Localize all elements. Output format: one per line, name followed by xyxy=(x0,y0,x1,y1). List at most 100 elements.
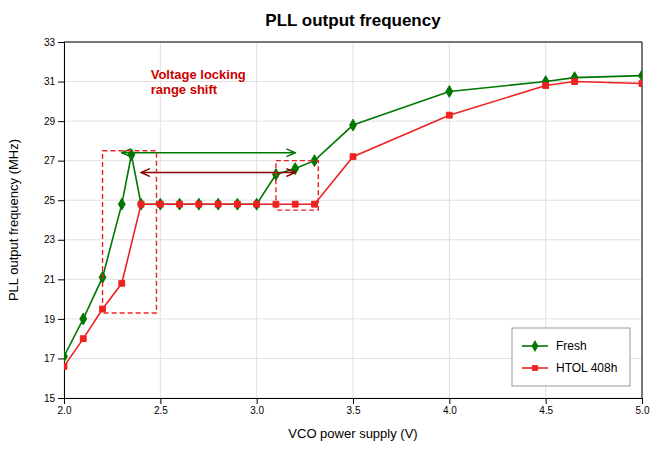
tick-mark xyxy=(58,42,64,43)
grid xyxy=(64,42,642,398)
tick-label: 25 xyxy=(44,195,56,206)
annotation: Voltage lockingrange shift xyxy=(151,67,246,98)
tick: 4.0 xyxy=(443,398,457,416)
tick: 17 xyxy=(44,353,64,364)
axis-line xyxy=(58,43,65,399)
highlight-box xyxy=(276,161,318,210)
point xyxy=(571,72,578,84)
tick-label: 15 xyxy=(44,393,56,404)
tick: 3.0 xyxy=(250,398,264,416)
grid-line xyxy=(64,200,642,201)
axis-line xyxy=(65,399,643,405)
tick-label: 33 xyxy=(44,37,56,48)
plot: 2.0 2.5 3.0 3.5 4.0 4.5 5.0 15 17 19 21 23 25 27 29 31 3… xyxy=(44,37,650,416)
tick-mark xyxy=(257,398,258,404)
tick-mark xyxy=(58,82,64,83)
point xyxy=(639,81,642,87)
tick-label: 2.5 xyxy=(154,405,168,416)
tick: 19 xyxy=(44,314,64,325)
grid-line xyxy=(64,160,642,161)
point xyxy=(572,79,578,85)
point xyxy=(446,86,453,98)
tick: 25 xyxy=(44,195,64,206)
tick: 3.5 xyxy=(347,398,361,416)
point xyxy=(639,70,642,82)
point xyxy=(119,280,125,286)
tick-mark xyxy=(58,240,64,241)
series-line xyxy=(64,76,642,357)
y-axis: 15 17 19 21 23 25 27 29 31 33 xyxy=(44,37,65,404)
tick-label: 27 xyxy=(44,155,56,166)
point xyxy=(234,198,241,210)
point xyxy=(138,201,144,207)
marks xyxy=(64,70,642,370)
legend-label: Fresh xyxy=(556,339,587,353)
x-axis: 2.0 2.5 3.0 3.5 4.0 4.5 5.0 xyxy=(58,398,650,416)
frame xyxy=(642,42,643,398)
grid-line xyxy=(256,42,257,398)
annotation-line: range shift xyxy=(151,82,218,97)
tick: 33 xyxy=(44,37,64,48)
title: PLL output frequency xyxy=(265,11,441,30)
tick-label: 21 xyxy=(44,274,56,285)
point xyxy=(196,201,202,207)
tick-mark xyxy=(58,398,64,399)
legend: Fresh HTOL 408h xyxy=(512,328,630,386)
tick-label: 23 xyxy=(44,234,56,245)
tick: 2.5 xyxy=(154,398,168,416)
point xyxy=(542,76,549,88)
legend-item: HTOL 408h xyxy=(522,361,617,375)
tick: 27 xyxy=(44,155,64,166)
tick: 21 xyxy=(44,274,64,285)
point xyxy=(350,154,356,160)
point xyxy=(64,351,67,363)
tick-label: 31 xyxy=(44,76,56,87)
tick-label: 4.0 xyxy=(443,405,457,416)
chart: 2.0 2.5 3.0 3.5 4.0 4.5 5.0 15 17 19 21 23 25 27 29 31 3… xyxy=(0,0,664,450)
tick-mark xyxy=(449,398,450,404)
tick: 15 xyxy=(44,393,64,404)
point xyxy=(312,201,318,207)
tick-mark xyxy=(58,319,64,320)
grid-line xyxy=(642,42,643,398)
point xyxy=(350,119,357,131)
tick: 23 xyxy=(44,234,64,245)
point xyxy=(138,198,145,210)
tick-mark xyxy=(58,200,64,201)
range-arrow xyxy=(122,152,295,153)
tick: 31 xyxy=(44,76,64,87)
point xyxy=(177,201,183,207)
point xyxy=(80,336,86,342)
point xyxy=(292,201,298,207)
tick: 2.0 xyxy=(58,398,72,416)
tick: 29 xyxy=(44,116,64,127)
tick-mark xyxy=(642,398,643,404)
point xyxy=(157,198,164,210)
y-axis-title: PLL output frequency (MHz) xyxy=(6,139,21,301)
tick-mark xyxy=(546,398,547,404)
grid-line xyxy=(64,239,642,240)
tick-mark xyxy=(58,121,64,122)
tick-label: 3.5 xyxy=(347,405,361,416)
legend-symbol xyxy=(532,365,538,371)
range-arrow xyxy=(141,172,295,173)
grid-line xyxy=(353,42,354,398)
highlight-box xyxy=(103,151,157,313)
point xyxy=(215,198,222,210)
point xyxy=(254,201,260,207)
tick-label: 4.5 xyxy=(539,405,553,416)
tick-mark xyxy=(58,279,64,280)
point xyxy=(118,198,125,210)
tick-mark xyxy=(58,358,64,359)
tick-label: 17 xyxy=(44,353,56,364)
point xyxy=(157,201,163,207)
point xyxy=(64,363,67,369)
legend-item: Fresh xyxy=(522,339,587,353)
tick-label: 5.0 xyxy=(636,405,650,416)
tick-label: 19 xyxy=(44,314,56,325)
tick-label: 3.0 xyxy=(250,405,264,416)
legend-label: HTOL 408h xyxy=(556,361,617,375)
point xyxy=(215,201,221,207)
grid-line xyxy=(64,279,642,280)
tick-label: 2.0 xyxy=(58,405,72,416)
